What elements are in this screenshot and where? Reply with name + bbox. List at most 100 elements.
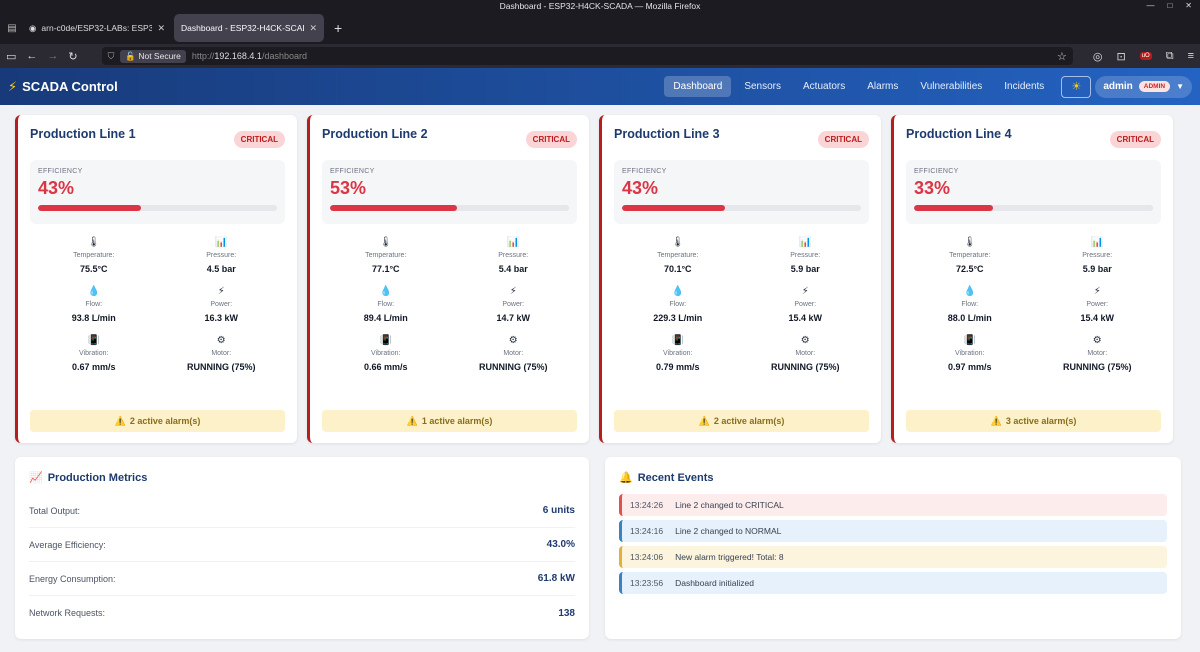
metric-motor: ⚙ Motor: RUNNING (75%) bbox=[1034, 334, 1162, 372]
event-item: 13:24:16 Line 2 changed to NORMAL bbox=[619, 520, 1167, 542]
ublock-icon[interactable]: uO bbox=[1139, 52, 1152, 60]
metric-vibration: 📳 Vibration: 0.67 mm/s bbox=[30, 334, 158, 372]
efficiency-label: EFFICIENCY bbox=[914, 168, 959, 175]
alarm-text: 3 active alarm(s) bbox=[1005, 416, 1077, 426]
efficiency-label: EFFICIENCY bbox=[38, 168, 83, 175]
line-title: Production Line 3 bbox=[614, 127, 720, 141]
close-tab-icon[interactable]: ✕ bbox=[157, 22, 165, 33]
alarm-text: 2 active alarm(s) bbox=[713, 416, 785, 426]
efficiency-label: EFFICIENCY bbox=[622, 168, 667, 175]
metric-value: 15.4 kW bbox=[788, 313, 823, 323]
nav-alarms[interactable]: Alarms bbox=[867, 81, 899, 92]
tab-dashboard[interactable]: Dashboard - ESP32-H4CK-SCAD ✕ bbox=[174, 14, 324, 42]
production-lines: Production Line 1 CRITICAL EFFICIENCY 43… bbox=[15, 115, 1185, 443]
line-title: Production Line 4 bbox=[906, 127, 1012, 141]
metric-motor: ⚙ Motor: RUNNING (75%) bbox=[158, 334, 286, 372]
close-tab-icon[interactable]: ✕ bbox=[309, 22, 317, 33]
menu-icon[interactable]: ≡ bbox=[1187, 50, 1194, 62]
metric-flow: 💧 Flow: 229.3 L/min bbox=[614, 285, 742, 323]
url-bar[interactable]: ⛉ 🔓 Not Secure http://192.168.4.1/dashbo… bbox=[101, 47, 1073, 65]
efficiency-bar bbox=[622, 205, 861, 211]
metric-value: 93.8 L/min bbox=[71, 313, 116, 323]
metric-row: Energy Consumption: 61.8 kW bbox=[29, 562, 575, 596]
metric-row-value: 6 units bbox=[542, 505, 575, 516]
metric-temperature: 🌡 Temperature: 70.1°C bbox=[614, 236, 742, 274]
bell-icon: 🔔 bbox=[619, 472, 633, 484]
shield-icon[interactable]: ⛉ bbox=[107, 50, 115, 61]
theme-toggle-button[interactable]: ☀ bbox=[1061, 75, 1092, 98]
metric-flow: 💧 Flow: 93.8 L/min bbox=[30, 285, 158, 323]
app-brand[interactable]: ⚡ SCADA Control bbox=[8, 79, 664, 95]
bar-chart-icon: 📊 bbox=[1091, 237, 1104, 248]
production-line-card[interactable]: Production Line 2 CRITICAL EFFICIENCY 53… bbox=[307, 115, 589, 443]
nav-vulnerabilities[interactable]: Vulnerabilities bbox=[920, 81, 983, 92]
efficiency-bar-fill bbox=[914, 205, 993, 211]
extensions-icon[interactable]: ⧉ bbox=[1165, 49, 1174, 62]
close-window-icon[interactable]: ✕ bbox=[1185, 1, 1192, 10]
metric-value: 72.5°C bbox=[955, 264, 984, 274]
reload-icon[interactable]: ↻ bbox=[68, 50, 78, 63]
sensor-metrics: 🌡 Temperature: 70.1°C 📊 Pressure: 5.9 ba… bbox=[614, 236, 869, 372]
efficiency-bar bbox=[330, 205, 569, 211]
metric-value: RUNNING (75%) bbox=[1062, 362, 1132, 372]
new-tab-button[interactable]: + bbox=[334, 20, 343, 36]
lightning-icon: ⚡ bbox=[1093, 286, 1101, 297]
line-title: Production Line 1 bbox=[30, 127, 136, 141]
forward-icon[interactable]: → bbox=[47, 50, 59, 62]
metric-value: 77.1°C bbox=[371, 264, 400, 274]
bookmark-star-icon[interactable]: ☆ bbox=[1057, 50, 1067, 63]
tab-list-icon[interactable]: ▤ bbox=[7, 22, 17, 34]
metric-value: 14.7 kW bbox=[496, 313, 531, 323]
thermometer-icon: 🌡 bbox=[379, 237, 393, 248]
pocket-icon[interactable]: ⊡ bbox=[1116, 50, 1126, 63]
metric-value: 70.1°C bbox=[663, 264, 692, 274]
active-alarms-banner[interactable]: ⚠️ 1 active alarm(s) bbox=[322, 410, 577, 432]
nav-dashboard[interactable]: Dashboard bbox=[664, 76, 732, 97]
account-icon[interactable]: ◎ bbox=[1092, 50, 1103, 63]
metric-power: ⚡ Power: 15.4 kW bbox=[1034, 285, 1162, 323]
line-title: Production Line 2 bbox=[322, 127, 428, 141]
metric-label: Vibration: bbox=[663, 350, 693, 357]
metric-label: Temperature: bbox=[365, 252, 407, 259]
metric-label: Pressure: bbox=[1082, 252, 1113, 259]
sidebar-toggle-icon[interactable]: ▭ bbox=[6, 50, 17, 63]
url-text[interactable]: http://192.168.4.1/dashboard bbox=[191, 51, 307, 61]
metric-label: Vibration: bbox=[79, 350, 109, 357]
metric-value: 0.67 mm/s bbox=[71, 362, 116, 372]
production-line-card[interactable]: Production Line 1 CRITICAL EFFICIENCY 43… bbox=[15, 115, 297, 443]
metric-motor: ⚙ Motor: RUNNING (75%) bbox=[450, 334, 578, 372]
active-alarms-banner[interactable]: ⚠️ 2 active alarm(s) bbox=[30, 410, 285, 432]
nav-incidents[interactable]: Incidents bbox=[1004, 81, 1045, 92]
active-alarms-banner[interactable]: ⚠️ 3 active alarm(s) bbox=[906, 410, 1161, 432]
metric-flow: 💧 Flow: 88.0 L/min bbox=[906, 285, 1034, 323]
metric-value: 88.0 L/min bbox=[947, 313, 992, 323]
tab-github[interactable]: ◉ arn-c0de/ESP32-LABs: ESP3 ✕ bbox=[22, 14, 172, 42]
back-icon[interactable]: ← bbox=[26, 50, 38, 62]
metric-label: Temperature: bbox=[949, 252, 991, 259]
metric-label: Motor: bbox=[1087, 350, 1108, 357]
chevron-down-icon: ▼ bbox=[1176, 82, 1184, 91]
warning-icon: ⚠️ bbox=[990, 415, 1002, 426]
chart-up-icon: 📈 bbox=[29, 472, 43, 484]
metric-value: 5.4 bar bbox=[498, 264, 528, 274]
metric-label: Pressure: bbox=[206, 252, 237, 259]
nav-actuators[interactable]: Actuators bbox=[803, 81, 846, 92]
efficiency-bar-fill bbox=[622, 205, 725, 211]
main-content: Production Line 1 CRITICAL EFFICIENCY 43… bbox=[0, 105, 1200, 639]
production-line-card[interactable]: Production Line 4 CRITICAL EFFICIENCY 33… bbox=[891, 115, 1173, 443]
tab-label: arn-c0de/ESP32-LABs: ESP3 bbox=[41, 23, 153, 33]
github-icon: ◉ bbox=[29, 22, 37, 33]
minimize-icon[interactable]: — bbox=[1146, 1, 1155, 10]
metric-label: Motor: bbox=[795, 350, 816, 357]
production-line-card[interactable]: Production Line 3 CRITICAL EFFICIENCY 43… bbox=[599, 115, 881, 443]
nav-sensors[interactable]: Sensors bbox=[744, 81, 782, 92]
recent-events-panel: 🔔 Recent Events 13:24:26 Line 2 changed … bbox=[605, 457, 1181, 639]
efficiency-label: EFFICIENCY bbox=[330, 168, 375, 175]
not-secure-badge[interactable]: 🔓 Not Secure bbox=[120, 49, 186, 63]
metric-row: Total Output: 6 units bbox=[29, 494, 575, 528]
droplet-icon: 💧 bbox=[87, 286, 100, 297]
active-alarms-banner[interactable]: ⚠️ 2 active alarm(s) bbox=[614, 410, 869, 432]
user-menu[interactable]: admin ADMIN ▼ bbox=[1095, 75, 1192, 98]
metric-row-label: Energy Consumption: bbox=[29, 573, 116, 584]
maximize-icon[interactable]: □ bbox=[1167, 1, 1173, 10]
